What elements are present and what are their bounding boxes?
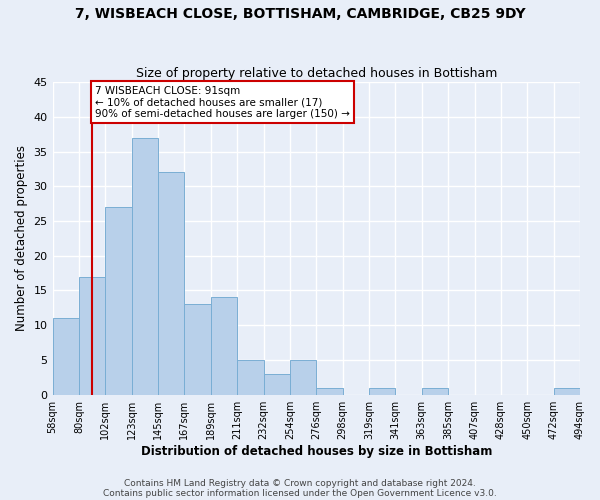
- Text: Contains HM Land Registry data © Crown copyright and database right 2024.: Contains HM Land Registry data © Crown c…: [124, 478, 476, 488]
- Text: Contains public sector information licensed under the Open Government Licence v3: Contains public sector information licen…: [103, 488, 497, 498]
- Bar: [53, 318, 79, 394]
- Bar: [131, 138, 158, 394]
- Bar: [105, 207, 131, 394]
- Bar: [211, 298, 237, 394]
- Bar: [263, 374, 290, 394]
- Bar: [316, 388, 343, 394]
- Bar: [422, 388, 448, 394]
- Bar: [79, 276, 105, 394]
- Y-axis label: Number of detached properties: Number of detached properties: [15, 146, 28, 332]
- Bar: [158, 172, 184, 394]
- Bar: [237, 360, 263, 394]
- Bar: [369, 388, 395, 394]
- Text: 7 WISBEACH CLOSE: 91sqm
← 10% of detached houses are smaller (17)
90% of semi-de: 7 WISBEACH CLOSE: 91sqm ← 10% of detache…: [95, 86, 350, 118]
- Bar: [554, 388, 580, 394]
- Bar: [184, 304, 211, 394]
- X-axis label: Distribution of detached houses by size in Bottisham: Distribution of detached houses by size …: [140, 444, 492, 458]
- Bar: [290, 360, 316, 394]
- Title: Size of property relative to detached houses in Bottisham: Size of property relative to detached ho…: [136, 66, 497, 80]
- Text: 7, WISBEACH CLOSE, BOTTISHAM, CAMBRIDGE, CB25 9DY: 7, WISBEACH CLOSE, BOTTISHAM, CAMBRIDGE,…: [74, 8, 526, 22]
